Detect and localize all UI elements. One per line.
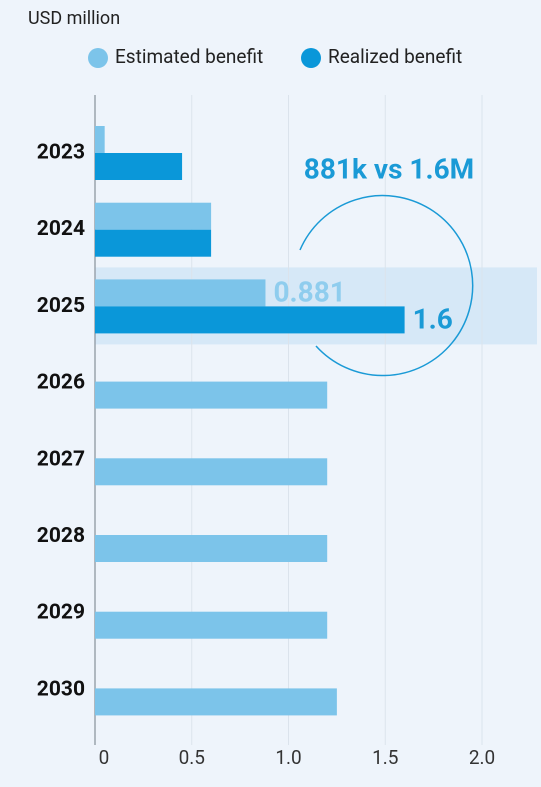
bar xyxy=(95,381,328,409)
category-label: 2024 xyxy=(37,217,85,241)
bar xyxy=(95,688,337,716)
bar xyxy=(95,458,328,486)
category-label: 2025 xyxy=(37,294,85,318)
bar xyxy=(95,535,328,562)
value-label: 0.881 xyxy=(273,275,345,308)
annotation-circle xyxy=(299,194,474,377)
legend-label: Realized benefit xyxy=(328,45,462,68)
legend-swatch xyxy=(88,48,108,68)
legend-swatch xyxy=(301,48,321,68)
category-label: 2028 xyxy=(37,524,85,548)
axis-unit: USD million xyxy=(28,8,120,29)
legend-label: Estimated benefit xyxy=(115,45,263,68)
category-label: 2023 xyxy=(37,141,85,165)
value-label: 1.6 xyxy=(413,302,453,335)
bar xyxy=(95,126,105,153)
bar xyxy=(95,229,212,257)
bar xyxy=(95,153,183,180)
x-tick-label: 1.5 xyxy=(372,746,398,769)
bar xyxy=(95,306,405,334)
x-tick-label: 0.5 xyxy=(179,746,205,769)
category-label: 2026 xyxy=(37,371,85,395)
x-tick-label: 1.0 xyxy=(275,746,301,769)
x-tick-label: 0 xyxy=(99,746,110,769)
category-label: 2029 xyxy=(37,601,85,625)
x-tick-label: 2.0 xyxy=(469,746,495,769)
bar xyxy=(95,279,266,307)
category-label: 2027 xyxy=(37,447,85,471)
bar xyxy=(95,202,212,230)
category-label: 2030 xyxy=(37,677,85,701)
bar xyxy=(95,611,328,639)
annotation: 881k vs 1.6M xyxy=(304,152,474,185)
